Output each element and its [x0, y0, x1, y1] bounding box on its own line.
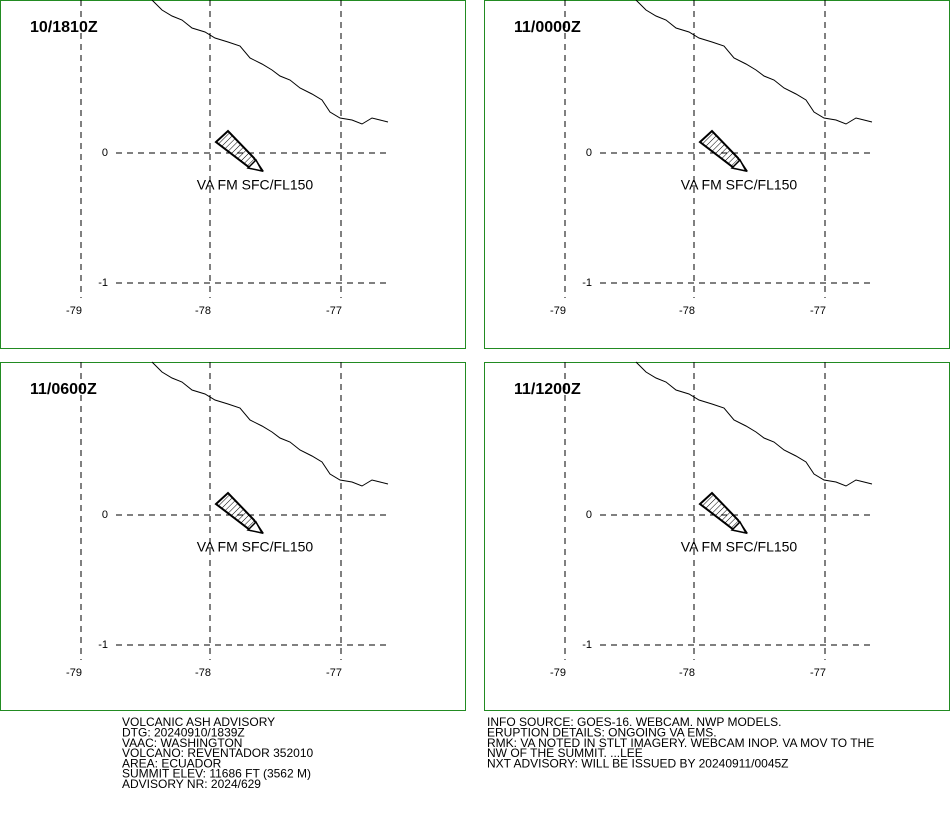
lon-label: -78: [679, 667, 695, 679]
coastline: [151, 361, 389, 487]
ash-annotation: VA FM SFC/FL150: [681, 177, 798, 193]
lat-label: 0: [102, 509, 108, 521]
coastline: [151, 0, 389, 125]
valid-time: 11/0000Z: [514, 19, 581, 36]
map-panel: -79 -78 -77 0 -1 11/0000Z VA FM SFC/FL150: [484, 0, 950, 349]
lon-label: -79: [550, 305, 566, 317]
lon-label: -78: [195, 305, 211, 317]
movement-arrow: [730, 158, 748, 173]
coastline: [635, 361, 873, 487]
coastline: [635, 0, 873, 125]
lon-label: -79: [66, 667, 82, 679]
advisory-line: VOLCANO: REVENTADOR 352010: [122, 746, 314, 760]
panel-border: [0, 0, 466, 349]
lat-label: -1: [98, 639, 108, 651]
remarks-line: NXT ADVISORY: WILL BE ISSUED BY 20240911…: [487, 756, 789, 770]
map-panel: -79 -78 -77 0 -1 10/1810Z VA FM SFC/FL150: [0, 0, 466, 349]
lat-label: 0: [586, 147, 592, 159]
lon-label: -77: [810, 667, 826, 679]
lon-label: -77: [810, 305, 826, 317]
lon-label: -79: [66, 305, 82, 317]
lat-label: 0: [102, 147, 108, 159]
lat-label: -1: [582, 639, 592, 651]
lon-label: -79: [550, 667, 566, 679]
panel-border: [0, 362, 466, 711]
ash-annotation: VA FM SFC/FL150: [681, 539, 798, 555]
lon-label: -77: [326, 667, 342, 679]
movement-arrow: [246, 520, 264, 535]
valid-time: 11/1200Z: [514, 381, 581, 398]
advisory-line: ADVISORY NR: 2024/629: [122, 777, 261, 791]
valid-time: 10/1810Z: [30, 19, 98, 36]
map-panel: -79 -78 -77 0 -1 11/1200Z VA FM SFC/FL150: [484, 361, 950, 711]
movement-arrow: [730, 520, 748, 535]
advisory-line: DTG: 20240910/1839Z: [122, 725, 245, 739]
remarks-line: ERUPTION DETAILS: ONGOING VA EMS.: [487, 725, 717, 739]
lat-label: 0: [586, 509, 592, 521]
ash-annotation: VA FM SFC/FL150: [197, 539, 314, 555]
advisory-line: VOLCANIC ASH ADVISORY: [122, 715, 275, 729]
lon-label: -78: [195, 667, 211, 679]
lat-label: -1: [98, 277, 108, 289]
remarks-line: RMK: VA NOTED IN STLT IMAGERY. WEBCAM IN…: [487, 736, 874, 750]
lon-label: -77: [326, 305, 342, 317]
advisory-line: VAAC: WASHINGTON: [122, 736, 242, 750]
lat-label: -1: [582, 277, 592, 289]
advisory-line: SUMMIT ELEV: 11686 FT (3562 M): [122, 767, 311, 781]
remarks-line: NW OF THE SUMMIT. ...LEE: [487, 746, 643, 760]
ash-annotation: VA FM SFC/FL150: [197, 177, 314, 193]
valid-time: 11/0600Z: [30, 381, 97, 398]
remarks-line: INFO SOURCE: GOES-16. WEBCAM. NWP MODELS…: [487, 715, 782, 729]
advisory-line: AREA: ECUADOR: [122, 756, 222, 770]
panel-border: [484, 362, 950, 711]
map-panel: -79 -78 -77 0 -1 11/0600Z VA FM SFC/FL150: [0, 361, 466, 711]
movement-arrow: [246, 158, 264, 173]
panel-border: [484, 0, 950, 349]
lon-label: -78: [679, 305, 695, 317]
